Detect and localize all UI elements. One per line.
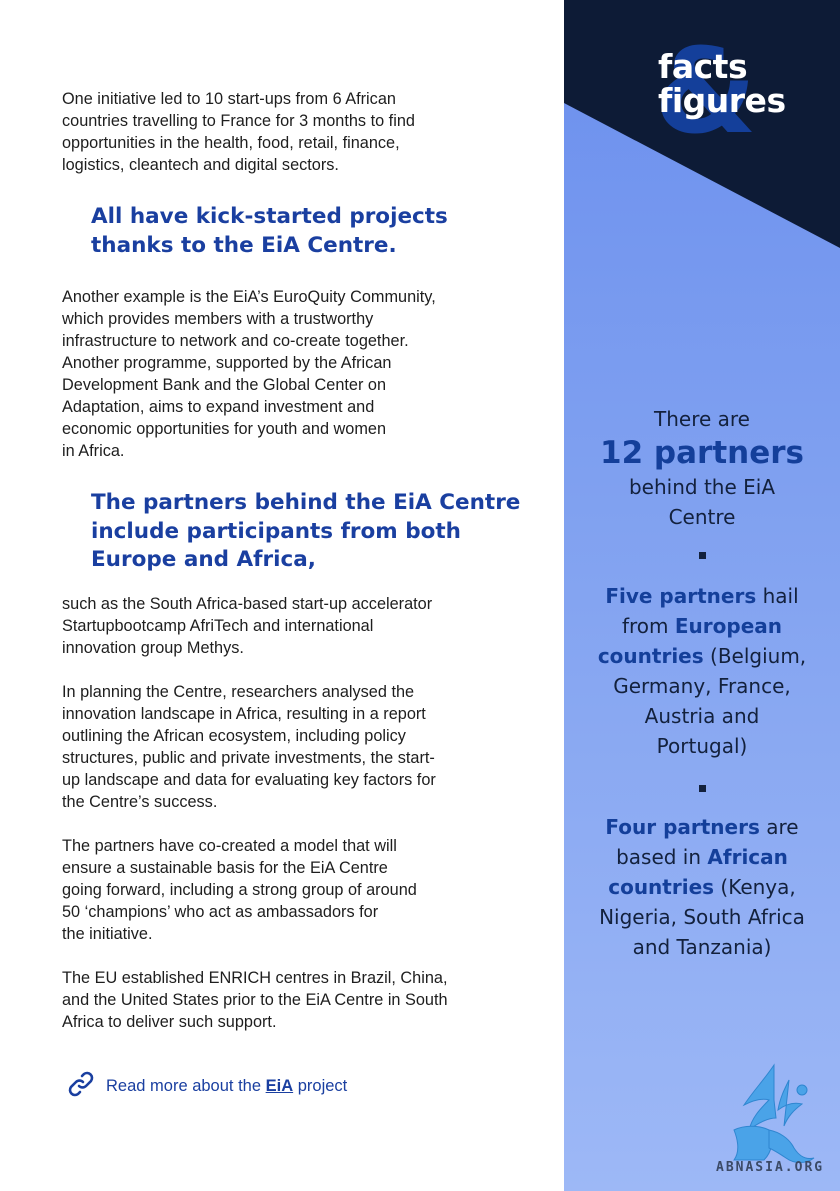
header-facts: facts bbox=[658, 47, 748, 86]
paragraph-startupbootcamp: such as the South Africa-based start-up … bbox=[62, 595, 433, 657]
paragraph-planning: In planning the Centre, researchers anal… bbox=[62, 683, 436, 811]
facts-figures-header: & facts figures bbox=[642, 32, 786, 150]
paragraph-initiative: One initiative led to 10 start-ups from … bbox=[62, 90, 415, 174]
fact3-text-b: (Kenya, Nigeria, South Africa and Tanzan… bbox=[599, 875, 805, 959]
separator-bullet bbox=[699, 785, 706, 792]
fact-european-partners: Five partners hail from European countri… bbox=[564, 581, 840, 761]
eia-project-link[interactable]: EiA bbox=[265, 1076, 294, 1095]
paragraph-model: The partners have co-created a model tha… bbox=[62, 837, 417, 943]
fact-partners-count: There are 12 partners behind the EiA Cen… bbox=[564, 404, 840, 532]
highlight-kick-started: All have kick-started projects thanks to… bbox=[91, 204, 448, 258]
read-more-prefix: Read more about the bbox=[106, 1076, 262, 1095]
facts-figures-sidebar: & facts figures There are 12 partners be… bbox=[564, 0, 840, 1191]
ampersand-mark: & bbox=[654, 22, 757, 160]
fact3-highlight: Four partners bbox=[605, 815, 760, 839]
fact2-text-b: (Belgium, Germany, France, Austria and P… bbox=[613, 644, 807, 758]
highlight-partners: The partners behind the EiA Centre inclu… bbox=[91, 490, 521, 572]
header-figures: figures bbox=[658, 81, 786, 120]
fact3-highlight-countries: African countries bbox=[608, 845, 788, 899]
fact2-highlight: Five partners bbox=[605, 584, 757, 608]
paragraph-enrich: The EU established ENRICH centres in Bra… bbox=[62, 969, 448, 1031]
read-more-text: Read more about the EiA project bbox=[106, 1077, 347, 1096]
paragraph-euroquity: Another example is the EiA’s EuroQuity C… bbox=[62, 288, 436, 460]
griffin-logo bbox=[733, 1063, 815, 1163]
separator-bullet bbox=[699, 552, 706, 559]
fact1-highlight: 12 partners bbox=[600, 435, 804, 471]
fact1-intro: There are bbox=[654, 407, 750, 431]
fact-african-partners: Four partners are based in African count… bbox=[564, 812, 840, 962]
fact3-text-a: are based in bbox=[616, 815, 799, 869]
fact1-detail: behind the EiA Centre bbox=[628, 475, 775, 529]
read-more-link[interactable]: Read more about the EiA project bbox=[66, 1071, 347, 1101]
link-icon bbox=[66, 1069, 96, 1104]
fact2-highlight-countries: European countries bbox=[597, 614, 783, 668]
fact2-text-a: hail from bbox=[621, 584, 799, 638]
watermark-text: ABNASIA.ORG bbox=[716, 1160, 825, 1175]
read-more-suffix: project bbox=[297, 1076, 348, 1095]
sidebar-dark-band bbox=[564, 0, 840, 248]
